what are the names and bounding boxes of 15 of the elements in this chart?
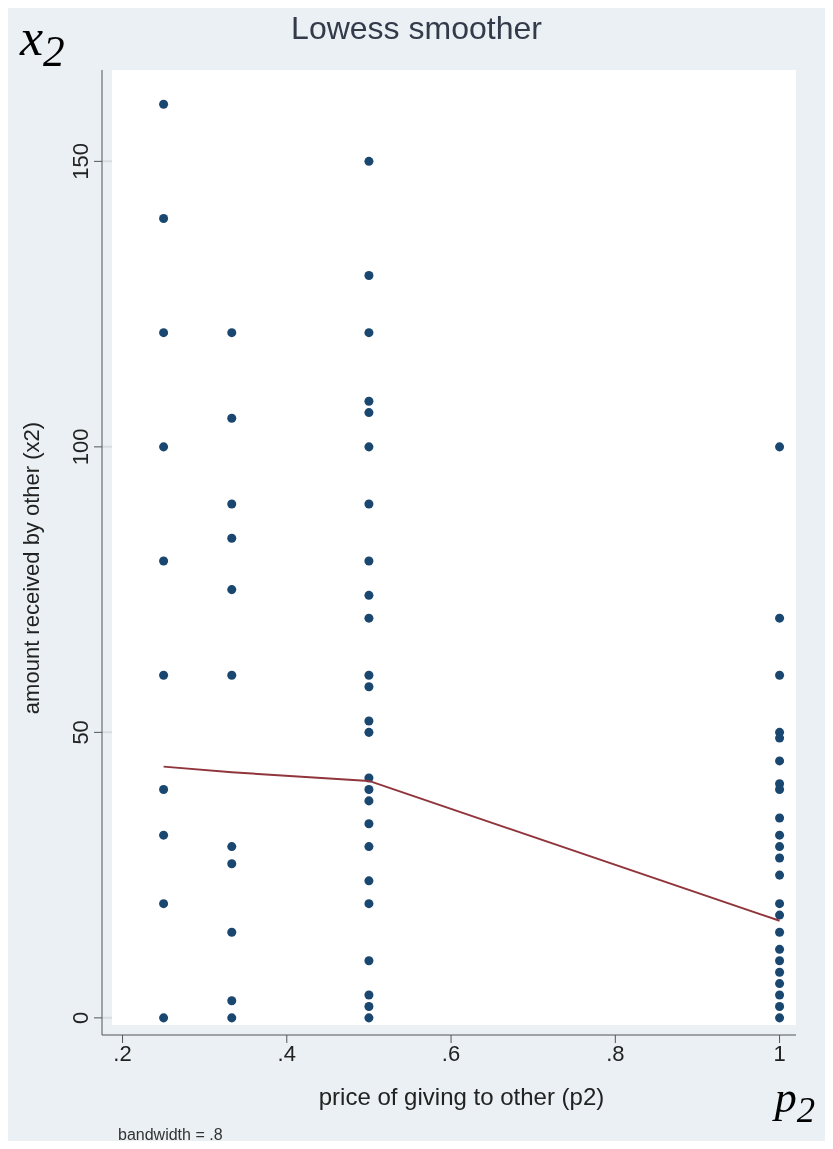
chart-title: Lowess smoother [291, 10, 542, 46]
y-axis-title: amount received by other (x2) [19, 421, 45, 715]
x-tick-label: .4 [277, 1040, 296, 1066]
x-axis-title: price of giving to other (p2) [318, 1083, 605, 1110]
y-tick-label: 0 [68, 1011, 93, 1024]
text: p$_{2}$ [774, 1073, 815, 1130]
x-tick-label: .6 [441, 1040, 461, 1066]
y-tick-label: 50 [68, 720, 93, 745]
x-tick-label: .2 [113, 1040, 132, 1066]
y-tick-label: 100 [68, 428, 93, 466]
y-tick-label: 150 [68, 143, 93, 180]
x-tick-label: 1 [773, 1040, 786, 1066]
text: bandwidth = .8 [118, 1126, 223, 1144]
x-label-sub: x$_{2}$ [20, 8, 65, 77]
x-tick-label: .8 [606, 1040, 625, 1066]
